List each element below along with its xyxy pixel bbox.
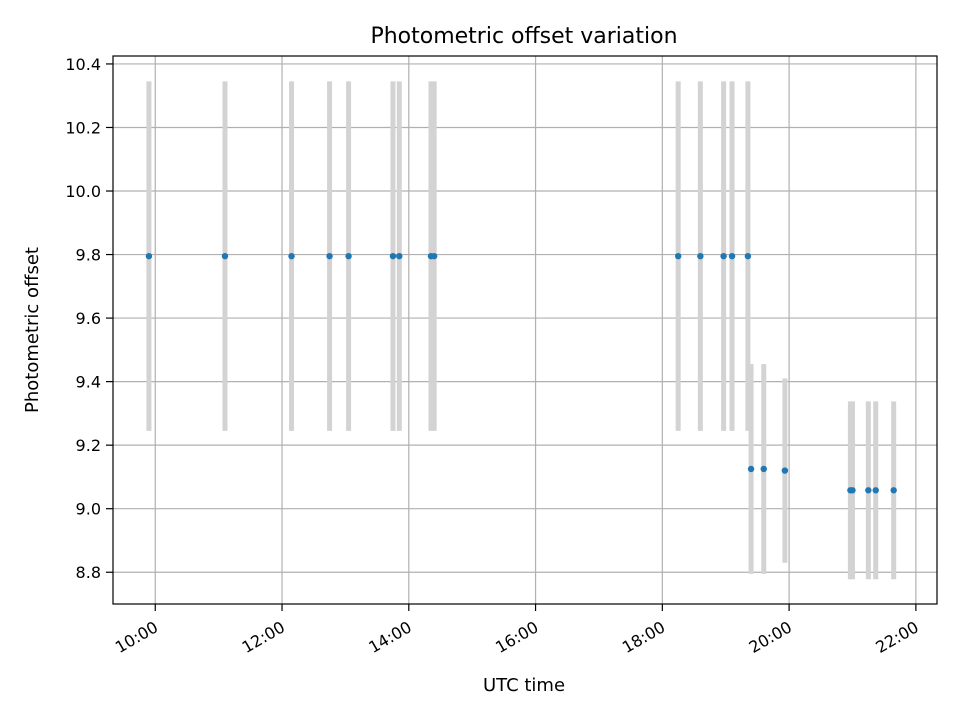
y-tick-label: 9.0	[76, 500, 101, 519]
data-point	[674, 252, 682, 260]
x-axis-label: UTC time	[483, 675, 565, 696]
data-point	[744, 252, 752, 260]
data-point	[697, 252, 704, 260]
y-tick-label: 8.8	[76, 563, 101, 582]
y-tick-label: 9.8	[76, 246, 101, 265]
data-point	[326, 252, 333, 260]
data-point	[872, 487, 879, 494]
data-point	[430, 252, 438, 260]
data-point	[849, 487, 856, 494]
data-point	[720, 252, 727, 260]
data-point	[865, 487, 872, 494]
data-point	[747, 465, 755, 473]
data-point	[728, 252, 736, 260]
y-tick-label: 10.0	[65, 182, 101, 201]
data-point	[389, 252, 397, 260]
y-tick-label: 9.4	[76, 373, 101, 392]
data-point	[221, 252, 229, 260]
y-axis-label: Photometric offset	[22, 247, 43, 413]
data-point	[396, 252, 403, 260]
plot-area-frame	[112, 55, 938, 605]
y-tick-label: 10.4	[65, 55, 101, 74]
point-layer	[145, 252, 897, 494]
data-point	[781, 467, 789, 474]
grid-layer	[113, 56, 937, 604]
data-point	[760, 465, 767, 473]
data-point	[288, 252, 295, 260]
y-tick-label: 9.2	[76, 436, 101, 455]
data-point	[145, 252, 153, 260]
y-tick-label: 9.6	[76, 309, 101, 328]
data-point	[890, 487, 897, 494]
chart-title: Photometric offset variation	[370, 24, 677, 49]
y-tick-label: 10.2	[65, 118, 101, 137]
data-point	[345, 252, 352, 260]
